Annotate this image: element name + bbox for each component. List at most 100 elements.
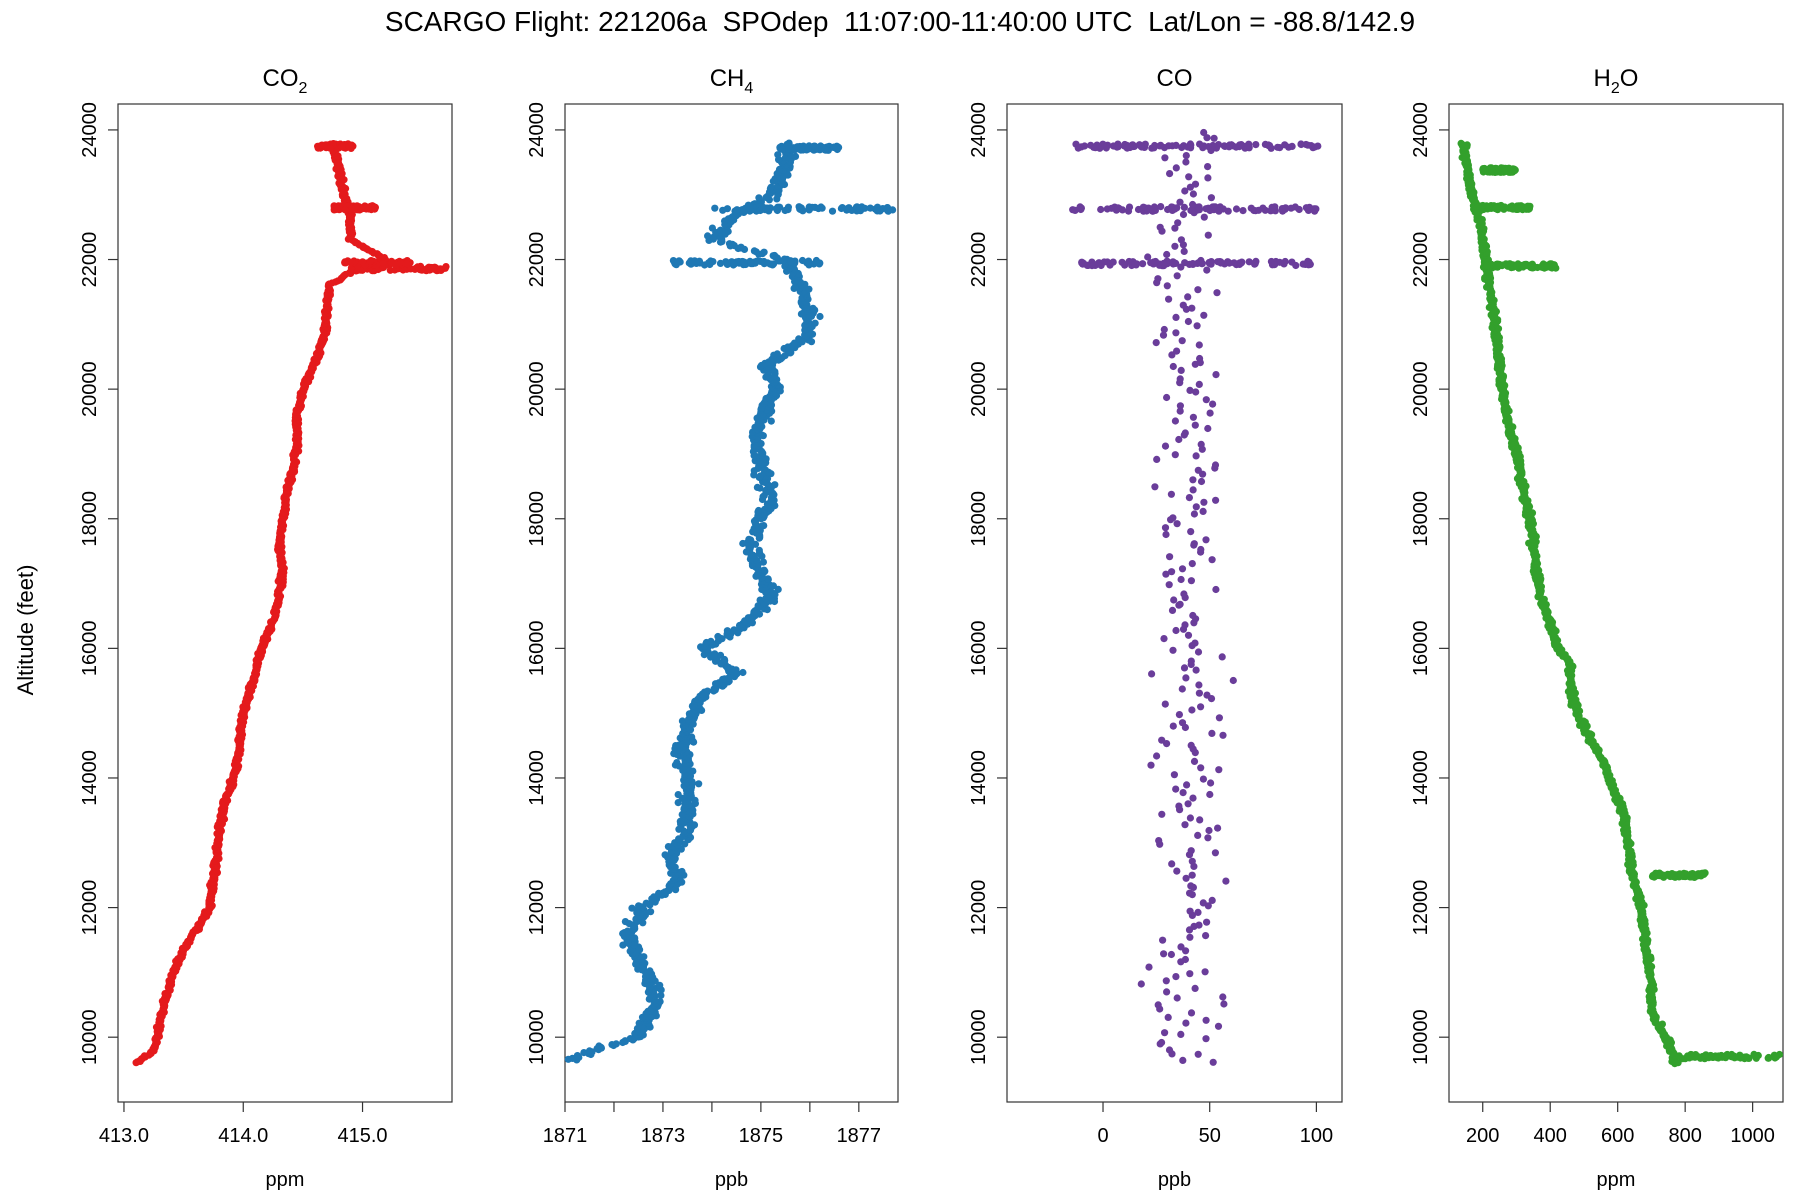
data-point (1695, 1053, 1703, 1061)
data-point (1179, 789, 1187, 797)
data-point (1479, 201, 1487, 210)
data-point (396, 259, 404, 267)
data-point (1752, 1054, 1760, 1062)
data-point (1172, 164, 1180, 172)
data-point (773, 350, 781, 358)
data-point (1179, 301, 1187, 309)
data-point (1189, 794, 1197, 802)
data-point (1182, 874, 1190, 882)
data-point (1175, 435, 1183, 444)
data-point (1164, 1013, 1172, 1022)
y-tick-label: 12000 (968, 880, 990, 936)
data-point (1152, 339, 1160, 347)
data-point (673, 258, 682, 266)
data-point (1245, 144, 1253, 152)
data-point (1083, 261, 1091, 269)
data-point (1180, 247, 1188, 255)
data-point (1114, 204, 1122, 212)
data-point (798, 256, 807, 265)
data-point (1166, 553, 1174, 561)
data-point (861, 204, 869, 212)
data-point (1159, 331, 1168, 339)
data-point (1165, 1046, 1174, 1054)
data-point (804, 145, 812, 153)
data-point (1199, 775, 1207, 783)
data-point (1237, 141, 1245, 149)
data-point (755, 194, 763, 202)
data-point (1160, 950, 1168, 958)
data-point (1202, 932, 1210, 940)
data-point (796, 205, 804, 213)
data-point (1213, 289, 1221, 297)
data-point (1168, 606, 1177, 615)
data-point (1163, 393, 1171, 402)
data-point (1271, 261, 1279, 269)
data-point (1209, 1058, 1217, 1066)
data-point (1229, 676, 1237, 685)
data-point (760, 248, 768, 256)
data-point (1161, 442, 1170, 450)
data-point (1177, 575, 1185, 584)
co2-panel: CO2 10000 12000 14000 16000 18000 20000 22000 24… (79, 65, 453, 1191)
data-point (1214, 1022, 1223, 1030)
x-tick-label: 800 (1668, 1125, 1701, 1147)
data-point (1176, 198, 1184, 206)
data-point (1181, 621, 1189, 629)
y-tick-label: 24000 (79, 102, 101, 158)
data-point (1200, 311, 1208, 319)
data-point (778, 145, 786, 153)
data-point (1169, 514, 1177, 522)
data-point (1661, 871, 1669, 880)
data-point (1145, 963, 1153, 971)
x-tick-label: 1871 (543, 1125, 588, 1147)
data-point (1188, 706, 1196, 714)
data-point (1181, 821, 1189, 829)
data-point (1218, 653, 1226, 661)
data-point (695, 780, 703, 788)
data-point (1212, 371, 1220, 379)
data-point (624, 927, 632, 935)
data-point (1538, 263, 1546, 271)
data-point (1178, 337, 1186, 345)
data-point (1187, 577, 1195, 585)
x-tick-label: 100 (1300, 1125, 1333, 1147)
data-point (387, 259, 396, 267)
data-point (1176, 402, 1184, 410)
x-axis-label: ppm (266, 1169, 305, 1191)
data-point (621, 918, 630, 926)
data-point (1189, 190, 1197, 198)
data-point (1195, 341, 1203, 349)
data-point (707, 637, 715, 646)
data-point (1171, 417, 1179, 425)
data-point (1168, 568, 1176, 576)
data-point (1239, 207, 1247, 215)
data-point (772, 205, 781, 213)
data-point (1197, 440, 1205, 448)
data-point (815, 260, 823, 268)
data-point (1172, 973, 1180, 981)
data-point (767, 417, 775, 425)
data-point (811, 319, 819, 327)
data-point (805, 205, 813, 213)
data-point (1162, 570, 1170, 578)
data-point (1172, 313, 1180, 321)
data-point (1506, 260, 1514, 268)
data-point (1499, 204, 1507, 212)
y-tick-label: 10000 (526, 1009, 548, 1065)
data-point (647, 908, 655, 916)
data-point (1154, 1001, 1162, 1009)
data-point (414, 263, 422, 271)
data-point (1507, 165, 1515, 173)
data-point (828, 207, 837, 215)
data-point (795, 335, 803, 343)
data-point (1151, 483, 1159, 491)
data-point (1702, 1051, 1710, 1059)
data-point (1744, 1054, 1752, 1062)
data-point (1204, 174, 1212, 182)
data-point (1192, 388, 1200, 396)
data-point (1723, 1050, 1731, 1059)
data-point (1187, 741, 1195, 750)
data-point (1190, 540, 1198, 548)
data-point (1163, 988, 1171, 996)
data-point (1193, 322, 1201, 330)
